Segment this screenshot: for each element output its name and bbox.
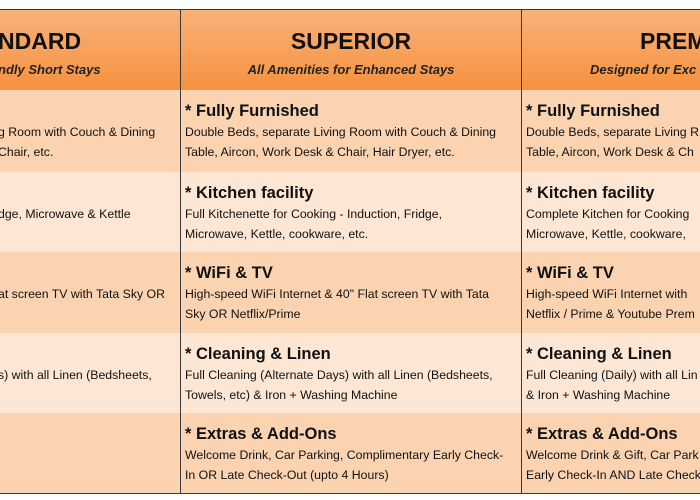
column-title: SUPERIOR (290, 28, 412, 54)
feature-text: Sky OR Netflix/Prime (185, 307, 301, 321)
feature-cell: * Extras & Add-Ons Welcome Drink & Gift, … (522, 413, 700, 494)
feature-text: Early Check-In AND Late Check (526, 468, 700, 482)
feature-heading: * Fully Furnished (526, 102, 660, 120)
feature-cell: * Extras & Add-Ons Welcome Drink, Car Par… (181, 413, 522, 494)
feature-text: Full Kitchenette for Cooking - Induction… (185, 207, 442, 221)
feature-text: Complete Kitchen for Cooking (526, 207, 690, 221)
feature-heading: * WiFi & TV (526, 264, 614, 282)
column-subtitle: All Amenities for Enhanced Stays (247, 62, 455, 77)
feature-text: Double Beds, separate Living Room with C… (185, 125, 497, 139)
feature-text: Netflix / Prime & Youtube Prem (526, 307, 695, 321)
header-cell: NDARD ndly Short Stays (0, 9, 181, 91)
feature-cell: dge, Microwave & Kettle (0, 172, 181, 254)
feature-text: High-speed WiFi Internet with (526, 287, 688, 301)
feature-text: Welcome Drink & Gift, Car Park (526, 448, 699, 462)
feature-cell: * Cleaning & Linen Full Cleaning (Alterna… (181, 333, 522, 415)
feature-text: Towels, etc) & Iron + Washing Machine (185, 388, 398, 402)
feature-text: g Room with Couch & Dining (0, 125, 156, 139)
feature-heading: * WiFi & TV (185, 264, 273, 282)
feature-cell: * WiFi & TV High-speed WiFi Internet with… (522, 252, 700, 335)
feature-heading: * Fully Furnished (185, 102, 319, 120)
feature-cell: g Room with Couch & Dining Chair, etc. (0, 90, 181, 174)
feature-text: s) with all Linen (Bedsheets, (0, 368, 152, 382)
column-title: NDARD (0, 28, 82, 54)
header-cell: SUPERIOR All Amenities for Enhanced Stays (181, 9, 522, 91)
feature-text: In OR Late Check-Out (upto 4 Hours) (185, 468, 389, 482)
feature-text: Table, Aircon, Work Desk & Ch (526, 145, 694, 159)
feature-text: Full Cleaning (Daily) with all Lin (526, 368, 698, 382)
feature-text: Welcome Drink, Car Parking, Complimentar… (185, 448, 504, 462)
feature-text: Double Beds, separate Living R (526, 125, 699, 139)
feature-heading: * Extras & Add-Ons (185, 425, 337, 443)
feature-cell: * WiFi & TV High-speed WiFi Internet & 40… (181, 252, 522, 335)
feature-cell (0, 413, 181, 494)
header-cell: PREM Designed for Exc (522, 9, 700, 91)
feature-text: Microwave, Kettle, cookware, etc. (185, 227, 369, 241)
feature-heading: * Cleaning & Linen (526, 345, 672, 363)
feature-cell: * Fully Furnished Double Beds, separate L… (181, 90, 522, 174)
column-subtitle: ndly Short Stays (0, 62, 101, 77)
feature-heading: * Kitchen facility (526, 184, 655, 202)
feature-text: & Iron + Washing Machine (526, 388, 671, 402)
feature-text: High-speed WiFi Internet & 40" Flat scre… (185, 287, 489, 301)
feature-text: Chair, etc. (0, 145, 54, 159)
feature-text: at screen TV with Tata Sky OR (0, 287, 165, 301)
column-title: PREM (640, 28, 700, 54)
feature-text: Table, Aircon, Work Desk & Chair, Hair D… (185, 145, 455, 159)
feature-cell: * Kitchen facility Complete Kitchen for C… (522, 172, 700, 254)
feature-cell: * Kitchen facility Full Kitchenette for C… (181, 172, 522, 254)
feature-cell: s) with all Linen (Bedsheets, (0, 333, 181, 415)
feature-cell: * Fully Furnished Double Beds, separate L… (522, 90, 700, 174)
feature-cell: at screen TV with Tata Sky OR (0, 252, 181, 335)
feature-heading: * Kitchen facility (185, 184, 314, 202)
feature-text: Full Cleaning (Alternate Days) with all … (185, 368, 493, 382)
feature-text: dge, Microwave & Kettle (0, 207, 131, 221)
feature-text: Microwave, Kettle, cookware, (526, 227, 686, 241)
column-subtitle: Designed for Exc (590, 62, 697, 77)
feature-cell: * Cleaning & Linen Full Cleaning (Daily) … (522, 333, 700, 415)
feature-heading: * Extras & Add-Ons (526, 425, 678, 443)
feature-heading: * Cleaning & Linen (185, 345, 331, 363)
